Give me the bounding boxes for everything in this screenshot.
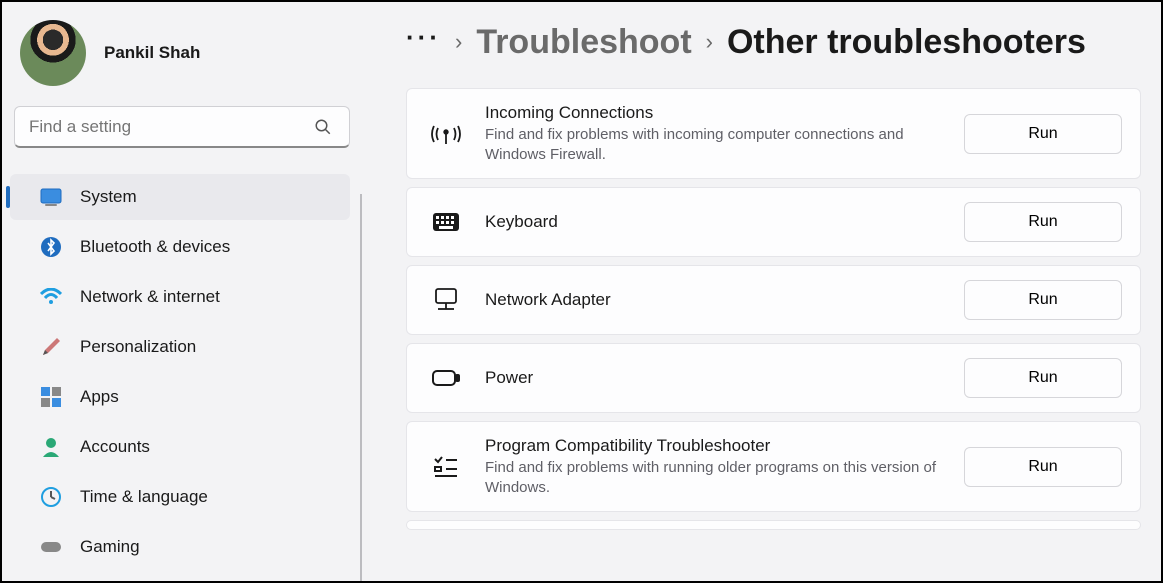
troubleshooter-desc: Find and fix problems with incoming comp…: [485, 125, 964, 164]
chevron-right-icon: ›: [455, 31, 462, 53]
apps-icon: [40, 386, 62, 408]
sidebar-item-bluetooth[interactable]: Bluetooth & devices: [10, 224, 350, 270]
brush-icon: [40, 336, 62, 358]
run-button[interactable]: Run: [964, 447, 1122, 487]
sidebar: Pankil Shah System Bluetooth & devices: [2, 2, 362, 581]
sidebar-item-accounts[interactable]: Accounts: [10, 424, 350, 470]
run-button[interactable]: Run: [964, 280, 1122, 320]
run-button[interactable]: Run: [964, 358, 1122, 398]
sidebar-item-label: Apps: [80, 387, 119, 407]
troubleshooter-item-incoming-connections: Incoming Connections Find and fix proble…: [406, 88, 1141, 179]
troubleshooter-item-program-compatibility: Program Compatibility Troubleshooter Fin…: [406, 421, 1141, 512]
troubleshooter-title: Incoming Connections: [485, 103, 964, 123]
search-icon: [314, 118, 332, 136]
breadcrumb-current: Other troubleshooters: [727, 25, 1086, 59]
main-content: ··· › Troubleshoot › Other troubleshoote…: [362, 2, 1161, 581]
troubleshooter-title: Power: [485, 368, 964, 388]
signal-icon: [429, 117, 463, 151]
wifi-icon: [40, 286, 62, 308]
troubleshooter-title: Network Adapter: [485, 290, 964, 310]
checklist-icon: [429, 450, 463, 484]
sidebar-item-network[interactable]: Network & internet: [10, 274, 350, 320]
globe-clock-icon: [40, 486, 62, 508]
troubleshooter-item-network-adapter: Network Adapter Run: [406, 265, 1141, 335]
troubleshooter-item-keyboard: Keyboard Run: [406, 187, 1141, 257]
sidebar-item-label: Personalization: [80, 337, 196, 357]
sidebar-item-system[interactable]: System: [10, 174, 350, 220]
sidebar-item-label: System: [80, 187, 137, 207]
breadcrumb-parent[interactable]: Troubleshoot: [476, 25, 691, 59]
gaming-icon: [40, 536, 62, 558]
sidebar-item-label: Gaming: [80, 537, 140, 557]
sidebar-item-label: Time & language: [80, 487, 208, 507]
sidebar-item-time-language[interactable]: Time & language: [10, 474, 350, 520]
troubleshooter-desc: Find and fix problems with running older…: [485, 458, 964, 497]
sidebar-item-apps[interactable]: Apps: [10, 374, 350, 420]
sidebar-item-personalization[interactable]: Personalization: [10, 324, 350, 370]
sidebar-item-label: Accounts: [80, 437, 150, 457]
run-button[interactable]: Run: [964, 202, 1122, 242]
sidebar-nav: System Bluetooth & devices Network & int…: [2, 166, 362, 570]
sidebar-item-label: Bluetooth & devices: [80, 237, 230, 257]
troubleshooter-item-next: [406, 520, 1141, 530]
profile-block[interactable]: Pankil Shah: [2, 12, 362, 106]
breadcrumb-overflow-icon[interactable]: ···: [406, 24, 441, 60]
run-button[interactable]: Run: [964, 114, 1122, 154]
troubleshooter-list: Incoming Connections Find and fix proble…: [406, 88, 1141, 530]
troubleshooter-title: Program Compatibility Troubleshooter: [485, 436, 964, 456]
battery-icon: [429, 361, 463, 395]
sidebar-item-label: Network & internet: [80, 287, 220, 307]
person-icon: [40, 436, 62, 458]
search-box: [14, 106, 350, 148]
keyboard-icon: [429, 205, 463, 239]
sidebar-item-gaming[interactable]: Gaming: [10, 524, 350, 570]
troubleshooter-item-power: Power Run: [406, 343, 1141, 413]
bluetooth-icon: [40, 236, 62, 258]
breadcrumb: ··· › Troubleshoot › Other troubleshoote…: [406, 24, 1141, 60]
scrollbar-track[interactable]: [360, 194, 362, 581]
search-input[interactable]: [14, 106, 350, 148]
chevron-right-icon: ›: [706, 31, 713, 53]
profile-name: Pankil Shah: [104, 43, 200, 63]
network-adapter-icon: [429, 283, 463, 317]
avatar: [20, 20, 86, 86]
troubleshooter-title: Keyboard: [485, 212, 964, 232]
system-icon: [40, 186, 62, 208]
